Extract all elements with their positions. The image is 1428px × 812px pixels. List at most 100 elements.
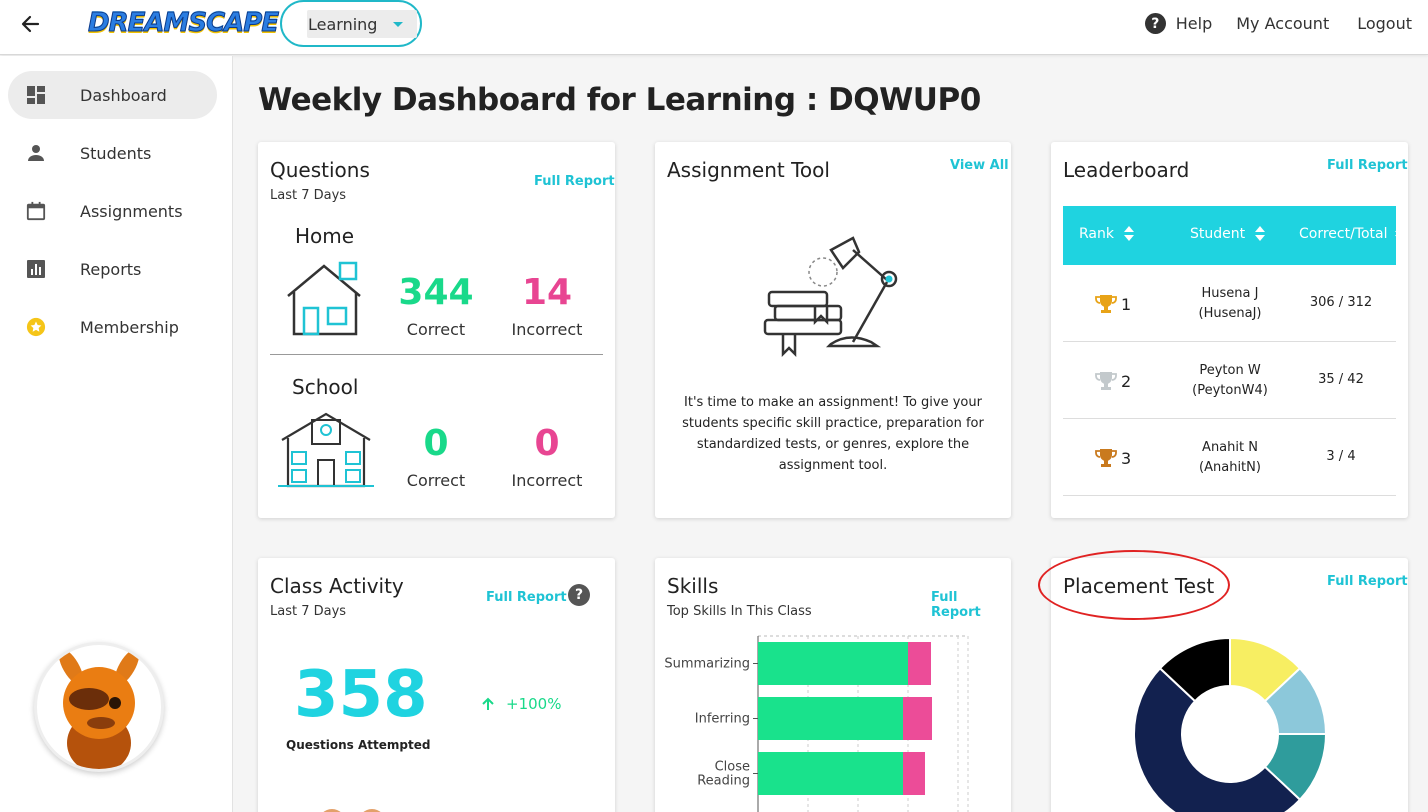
questions-card: Questions Last 7 Days Full Report Home 3… — [258, 142, 615, 518]
tick-label: Close — [715, 760, 750, 775]
score-cell: 3 / 4 — [1326, 449, 1356, 464]
star-badge-icon — [26, 317, 46, 337]
bar-summarizing-incorrect — [908, 642, 931, 685]
logo-text: DREAMSCAPE — [87, 8, 279, 39]
back-arrow-icon[interactable] — [16, 10, 44, 38]
assignment-tool-description: It's time to make an assignment! To give… — [682, 395, 984, 473]
questions-subtitle: Last 7 Days — [270, 188, 347, 203]
student-username: (HusenaJ) — [1198, 306, 1262, 321]
sidebar-item-reports[interactable]: Reports — [8, 245, 217, 293]
help-icon: ? — [1144, 13, 1166, 34]
sidebar-item-label: Dashboard — [80, 85, 167, 105]
bar-chart-icon — [26, 259, 46, 279]
donut-slice-5 — [1158, 636, 1231, 703]
questions-title: Questions — [270, 158, 370, 182]
school-label: School — [292, 375, 359, 399]
logout-link[interactable]: Logout — [1357, 14, 1412, 33]
sidebar-item-assignments[interactable]: Assignments — [8, 187, 217, 235]
sidebar-item-dashboard[interactable]: Dashboard — [8, 71, 217, 119]
rank-column-header[interactable]: Rank — [1079, 226, 1134, 242]
class-activity-full-report-link[interactable]: Full Report — [486, 590, 567, 605]
donut-slice-4 — [1133, 666, 1302, 812]
bar-close-reading-incorrect — [903, 752, 925, 795]
skills-card: Skills Top Skills In This Class Full Rep… — [655, 558, 1011, 812]
leaderboard-header: Rank Student Correct/Total — [1063, 206, 1405, 265]
top-bar: DREAMSCAPE Learning ? Help My Account Lo… — [0, 0, 1428, 55]
decorative-shape — [316, 803, 381, 812]
sidebar-item-students[interactable]: Students — [8, 129, 217, 177]
questions-attempted-count: 358 — [294, 658, 428, 732]
home-icon — [284, 260, 366, 340]
sidebar-item-label: Membership — [80, 317, 179, 337]
rank-cell: 2 — [1121, 372, 1132, 391]
student-username: (PeytonW4) — [1192, 383, 1268, 398]
person-icon — [26, 143, 46, 163]
questions-attempted-label: Questions Attempted — [286, 738, 431, 752]
home-correct-count: 344 — [398, 272, 474, 313]
home-incorrect-count: 14 — [521, 272, 573, 313]
placement-test-card: Placement Test Full Report — [1051, 558, 1408, 812]
class-select[interactable]: Learning — [280, 0, 422, 47]
school-correct-label: Correct — [406, 471, 466, 490]
help-label: Help — [1175, 14, 1213, 33]
bar-close-reading-correct — [758, 752, 903, 795]
student-column-header[interactable]: Student — [1190, 226, 1266, 242]
score-cell: 35 / 42 — [1318, 372, 1364, 387]
gold-trophy-icon — [1095, 293, 1117, 319]
sort-icon — [1255, 226, 1266, 242]
my-account-link[interactable]: My Account — [1236, 14, 1330, 33]
student-name: Peyton W — [1199, 363, 1261, 378]
help-icon[interactable]: ? — [568, 584, 590, 606]
student-cell[interactable]: Peyton W (PeytonW4) — [1180, 361, 1280, 401]
bar-inferring-incorrect — [903, 697, 932, 740]
school-incorrect-count: 0 — [534, 423, 560, 464]
student-cell[interactable]: Anahit N (AnahitN) — [1180, 438, 1280, 478]
score-cell: 306 / 312 — [1309, 295, 1373, 310]
sort-icon — [1394, 226, 1405, 242]
assignment-tool-card: Assignment Tool View All It's time to ma… — [655, 142, 1011, 518]
page-title: Weekly Dashboard for Learning : DQWUP0 — [258, 82, 981, 118]
sidebar-item-label: Students — [80, 143, 152, 163]
skills-full-report-link[interactable]: Full Report — [931, 590, 981, 620]
dashboard-icon — [26, 85, 46, 105]
table-row[interactable]: 2 Peyton W (PeytonW4) 35 / 42 — [1063, 342, 1396, 419]
view-all-link[interactable]: View All — [950, 158, 1009, 173]
class-select-value: Learning — [308, 14, 378, 34]
silver-trophy-icon — [1095, 370, 1117, 396]
home-incorrect-label: Incorrect — [511, 320, 583, 339]
score-column-header[interactable]: Correct/Total — [1299, 226, 1405, 242]
school-icon — [278, 410, 374, 492]
tick-label: Reading — [697, 774, 750, 789]
bar-summarizing-correct — [758, 642, 908, 685]
skills-subtitle: Top Skills In This Class — [667, 604, 812, 619]
chevron-down-icon — [393, 22, 403, 27]
tick-label: Summarizing — [664, 657, 750, 672]
table-row[interactable]: 1 Husena J (HusenaJ) 306 / 312 — [1063, 265, 1396, 342]
bronze-trophy-icon — [1095, 447, 1117, 473]
placement-full-report-link[interactable]: Full Report — [1327, 574, 1408, 589]
student-cell[interactable]: Husena J (HusenaJ) — [1180, 284, 1280, 324]
class-activity-title: Class Activity — [270, 574, 404, 598]
leaderboard-full-report-link[interactable]: Full Report — [1327, 158, 1408, 173]
sidebar-item-label: Assignments — [80, 201, 183, 221]
placement-donut-chart — [1133, 636, 1328, 812]
dreamscape-logo[interactable]: DREAMSCAPE — [87, 5, 279, 41]
class-activity-card: Class Activity Last 7 Days Full Report ?… — [258, 558, 615, 812]
sidebar: Dashboard Students Assignments Reports M… — [0, 56, 233, 812]
leaderboard-card: Leaderboard Full Report Rank Student Cor… — [1051, 142, 1408, 518]
home-label: Home — [295, 224, 355, 248]
sidebar-item-membership[interactable]: Membership — [8, 303, 217, 351]
avatar[interactable] — [34, 642, 164, 772]
school-incorrect-label: Incorrect — [511, 471, 583, 490]
activity-change-value: +100% — [506, 695, 562, 713]
questions-full-report-link[interactable]: Full Report — [534, 174, 615, 189]
placement-test-title: Placement Test — [1063, 574, 1215, 598]
sort-icon — [1123, 226, 1134, 242]
desk-lamp-books-icon — [761, 234, 909, 362]
calendar-icon — [26, 201, 46, 221]
activity-change: +100% — [480, 695, 561, 713]
rank-cell: 3 — [1121, 449, 1132, 468]
table-row[interactable]: 3 Anahit N (AnahitN) 3 / 4 — [1063, 419, 1396, 496]
help-link[interactable]: ? Help — [1144, 13, 1213, 34]
